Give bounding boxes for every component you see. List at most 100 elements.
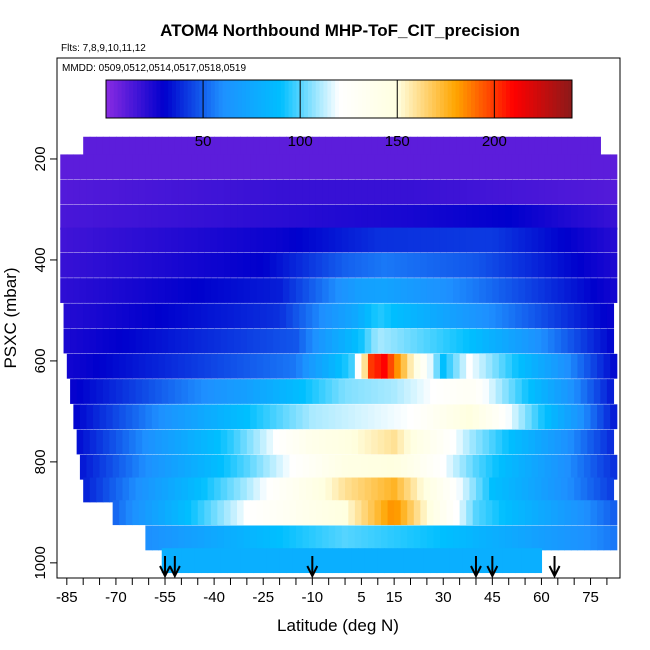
heatmap-cell bbox=[489, 303, 497, 329]
heatmap-cell bbox=[603, 353, 611, 379]
heatmap-cell bbox=[410, 136, 418, 162]
heatmap-cell bbox=[282, 278, 291, 303]
heatmap-cell bbox=[583, 227, 592, 253]
heatmap-cell bbox=[302, 179, 310, 205]
x-axis-label: Latitude (deg N) bbox=[277, 616, 399, 635]
heatmap-cell bbox=[364, 303, 372, 329]
heatmap-cell bbox=[204, 525, 212, 551]
heatmap-cell bbox=[420, 179, 428, 205]
colorbar-segment bbox=[509, 80, 515, 118]
heatmap-cell bbox=[125, 154, 133, 180]
heatmap-cell bbox=[223, 353, 232, 379]
heatmap-cell bbox=[387, 179, 395, 205]
heatmap-cell bbox=[417, 429, 425, 455]
heatmap-cell bbox=[70, 379, 78, 404]
heatmap-cell bbox=[191, 204, 199, 230]
heatmap-cell bbox=[250, 154, 258, 180]
heatmap-cell bbox=[286, 429, 294, 455]
heatmap-cell bbox=[525, 252, 533, 278]
heatmap-cell bbox=[138, 404, 146, 430]
heatmap-cell bbox=[358, 548, 366, 574]
heatmap-cell bbox=[106, 404, 114, 430]
heatmap-cell bbox=[331, 379, 340, 404]
heatmap-cell bbox=[479, 204, 487, 230]
heatmap-cell bbox=[482, 303, 490, 329]
heatmap-cell bbox=[351, 328, 359, 354]
heatmap-cell bbox=[109, 328, 117, 354]
heatmap-cell bbox=[250, 525, 258, 551]
heatmap-cell bbox=[315, 154, 323, 180]
heatmap-cell bbox=[237, 154, 245, 180]
heatmap-cell bbox=[302, 252, 310, 278]
heatmap-cell bbox=[485, 500, 493, 526]
heatmap-cell bbox=[551, 179, 559, 205]
heatmap-cell bbox=[505, 454, 513, 480]
heatmap-cell bbox=[531, 500, 539, 526]
heatmap-cell bbox=[390, 548, 399, 574]
heatmap-cell bbox=[73, 353, 81, 379]
heatmap-cell bbox=[531, 353, 539, 379]
colorbar-frame bbox=[105, 79, 573, 119]
heatmap-cell bbox=[387, 227, 395, 253]
heatmap-cell bbox=[400, 179, 408, 205]
colorbar-segment bbox=[335, 80, 340, 118]
heatmap-cell bbox=[597, 525, 605, 551]
heatmap-cell bbox=[403, 379, 412, 404]
colorbar-segment bbox=[389, 80, 394, 118]
heatmap-cell bbox=[358, 328, 366, 354]
heatmap-cell bbox=[318, 429, 327, 455]
heatmap-cell bbox=[158, 454, 166, 480]
heatmap-cell bbox=[387, 404, 395, 430]
heatmap-cell bbox=[475, 379, 484, 404]
heatmap-cell bbox=[79, 179, 88, 205]
heatmap-cell bbox=[354, 353, 363, 379]
heatmap-cell bbox=[269, 252, 277, 278]
heatmap-cell bbox=[289, 252, 297, 278]
heatmap-cell bbox=[230, 252, 238, 278]
heatmap-cell bbox=[246, 136, 254, 162]
heatmap-cell bbox=[145, 404, 153, 430]
heatmap-cell bbox=[315, 500, 323, 526]
heatmap-cell bbox=[210, 204, 218, 230]
heatmap-cell bbox=[89, 328, 97, 354]
heatmap-cell bbox=[479, 179, 487, 205]
heatmap-cell bbox=[269, 278, 277, 303]
heatmap-cell bbox=[600, 477, 608, 503]
heatmap-cell bbox=[358, 303, 366, 329]
heatmap-cell bbox=[420, 154, 428, 180]
heatmap-cell bbox=[115, 477, 124, 503]
heatmap-cell bbox=[210, 252, 218, 278]
heatmap-cell bbox=[518, 404, 526, 430]
heatmap-cell bbox=[508, 477, 516, 503]
heatmap-cell bbox=[459, 179, 467, 205]
heatmap-cell bbox=[439, 204, 448, 230]
heatmap-cell bbox=[489, 379, 497, 404]
heatmap-cell bbox=[115, 379, 124, 404]
heatmap-cell bbox=[564, 204, 572, 230]
heatmap-cell bbox=[453, 179, 461, 205]
heatmap-cell bbox=[541, 328, 549, 354]
heatmap-cell bbox=[204, 454, 212, 480]
heatmap-cell bbox=[439, 154, 448, 180]
heatmap-cell bbox=[194, 303, 202, 329]
heatmap-cell bbox=[70, 303, 78, 329]
heatmap-cell bbox=[597, 454, 605, 480]
heatmap-cell bbox=[511, 154, 520, 180]
heatmap-cell bbox=[492, 525, 500, 551]
colorbar-segment bbox=[533, 80, 538, 118]
heatmap-cell bbox=[168, 379, 176, 404]
colorbar: 50 100 150 200 bbox=[105, 79, 573, 150]
colorbar-segment bbox=[214, 80, 220, 118]
heatmap-cell bbox=[145, 227, 153, 253]
heatmap-cell bbox=[508, 548, 516, 574]
chart-title: ATOM4 Northbound MHP-ToF_CIT_precision bbox=[160, 21, 520, 40]
colorbar-tick-label: 150 bbox=[385, 133, 410, 150]
heatmap-cell bbox=[348, 179, 356, 205]
heatmap-cell bbox=[250, 227, 258, 253]
heatmap-cell bbox=[420, 252, 428, 278]
heatmap-cell bbox=[413, 404, 421, 430]
heatmap-cell bbox=[132, 454, 140, 480]
heatmap-cell bbox=[469, 303, 477, 329]
heatmap-cell bbox=[354, 525, 363, 551]
